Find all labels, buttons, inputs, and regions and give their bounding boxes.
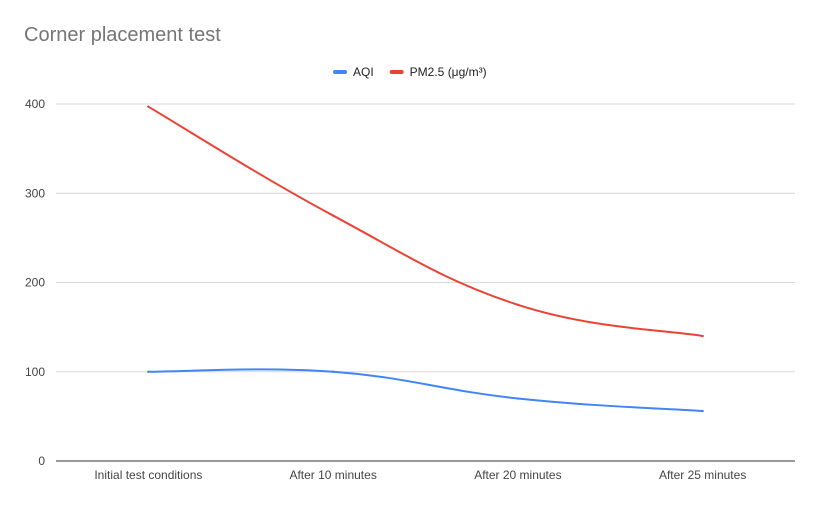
x-tick-label: After 20 minutes [474,468,561,482]
legend-label: PM2.5 (μg/m³) [410,65,487,79]
legend-swatch [389,70,404,74]
y-axis-ticks: 0 100 200 300 400 [25,97,45,468]
legend-item[interactable]: PM2.5 (μg/m³) [389,65,487,79]
gridlines [56,103,795,462]
data-point[interactable] [147,370,150,373]
y-tick-label: 0 [38,454,45,468]
data-point[interactable] [516,397,520,400]
data-point[interactable] [331,370,335,373]
data-point[interactable] [516,303,520,307]
x-tick-label: Initial test conditions [94,468,202,482]
x-tick-label: After 10 minutes [289,468,376,482]
legend[interactable]: AQI PM2.5 (μg/m³) [333,65,487,79]
data-point[interactable] [701,334,704,338]
y-tick-label: 400 [25,97,45,111]
series-line-1[interactable] [147,105,704,338]
y-tick-label: 200 [25,276,45,290]
legend-swatch [333,70,347,74]
y-tick-label: 300 [25,186,45,200]
data-point[interactable] [147,105,150,108]
x-tick-label: After 25 minutes [659,468,746,482]
series-lines [147,105,704,413]
x-axis-ticks: Initial test conditions After 10 minutes A… [94,468,746,482]
series-line-0[interactable] [147,368,704,413]
legend-item[interactable]: AQI [333,65,374,79]
y-tick-label: 100 [25,365,45,379]
chart-title: Corner placement test [24,24,221,46]
legend-label: AQI [353,65,374,79]
data-point[interactable] [331,214,335,217]
data-point[interactable] [701,409,704,413]
